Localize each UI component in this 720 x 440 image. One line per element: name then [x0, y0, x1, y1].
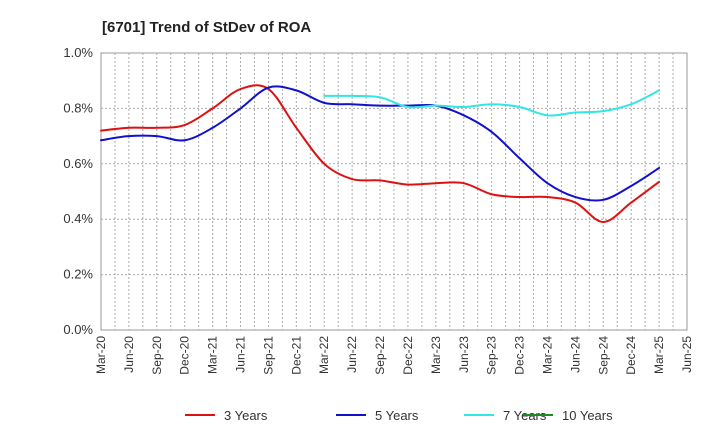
y-tick-label: 0.0% — [63, 322, 93, 337]
x-tick-label: Mar-21 — [206, 336, 220, 374]
legend-label: 10 Years — [562, 408, 613, 423]
x-axis: Mar-20 Jun-20 Sep-20 Dec-20 Mar-21 Jun-21 Sep-… — [94, 336, 694, 375]
y-axis: 0.0% 0.2% 0.4% 0.6% 0.8% 1.0% — [63, 45, 93, 337]
x-tick-label: Sep-23 — [485, 336, 499, 375]
x-tick-label: Sep-20 — [150, 336, 164, 375]
legend-label: 5 Years — [375, 408, 419, 423]
series-line-3-years — [100, 84, 661, 223]
y-tick-label: 0.6% — [63, 156, 93, 171]
x-tick-label: Jun-24 — [568, 336, 582, 373]
series-lines — [100, 84, 661, 223]
x-tick-label: Jun-20 — [122, 336, 136, 373]
series-line-5-years — [100, 85, 661, 202]
x-tick-label: Sep-22 — [373, 336, 387, 375]
x-tick-label: Mar-20 — [94, 336, 108, 374]
y-tick-label: 0.2% — [63, 267, 93, 282]
x-tick-label: Sep-21 — [261, 336, 275, 375]
x-tick-label: Mar-24 — [540, 336, 554, 374]
legend-label: 3 Years — [224, 408, 268, 423]
chart-title: [6701] Trend of StDev of ROA — [102, 19, 311, 36]
x-tick-label: Jun-22 — [345, 336, 359, 373]
x-tick-label: Jun-23 — [457, 336, 471, 373]
gridlines — [101, 53, 687, 330]
y-tick-label: 0.8% — [63, 100, 93, 115]
plot-area — [100, 52, 688, 331]
x-tick-label: Dec-24 — [624, 336, 638, 375]
x-tick-label: Dec-21 — [289, 336, 303, 375]
x-tick-label: Dec-23 — [513, 336, 527, 375]
x-tick-label: Mar-23 — [429, 336, 443, 374]
x-tick-label: Jun-25 — [680, 336, 694, 373]
x-tick-label: Sep-24 — [596, 336, 610, 375]
x-tick-label: Dec-22 — [401, 336, 415, 375]
legend: 3 Years 5 Years 7 Years 10 Years — [185, 408, 613, 423]
x-tick-label: Jun-21 — [234, 336, 248, 373]
x-tick-label: Mar-25 — [652, 336, 666, 374]
series-line-7-years — [323, 89, 661, 117]
y-tick-label: 0.4% — [63, 211, 93, 226]
y-tick-label: 1.0% — [63, 45, 93, 60]
x-tick-label: Mar-22 — [317, 336, 331, 374]
x-tick-label: Dec-20 — [178, 336, 192, 375]
